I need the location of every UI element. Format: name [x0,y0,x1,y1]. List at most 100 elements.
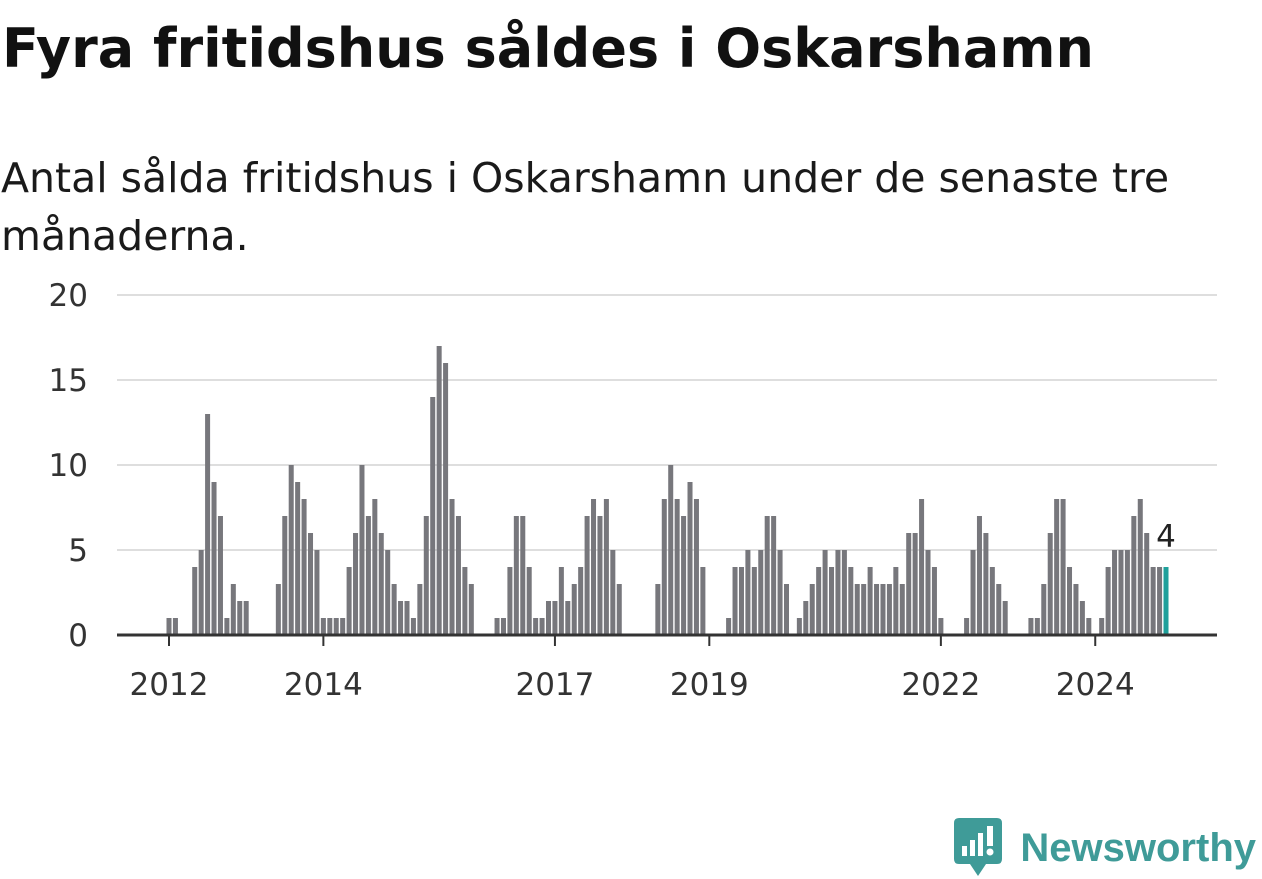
bar [919,499,925,635]
bar [436,346,442,635]
bar [295,482,301,635]
bar [777,550,783,635]
bar [211,482,217,635]
chart: 0 5 10 15 20 2012 2014 2017 2019 2022 2024 4 [49,278,1217,703]
bar [404,601,410,635]
highlight-value-label: 4 [1156,519,1176,555]
bar [1086,618,1092,635]
bar [224,618,230,635]
bar [1041,584,1047,635]
page-subtitle: Antal sålda fritidshus i Oskarshamn unde… [1,154,1170,260]
y-tick-label: 5 [68,533,88,569]
y-tick-label: 20 [49,278,88,314]
bar [726,618,732,635]
bar [1073,584,1079,635]
bar [938,618,944,635]
bar [970,550,976,635]
bar [906,533,912,635]
bar [822,550,828,635]
x-tick-label: 2019 [670,667,749,703]
bar [1118,550,1124,635]
bar [976,516,982,635]
bar [365,516,371,635]
bar [558,567,564,635]
bar [861,584,867,635]
bar [301,499,307,635]
bar [668,465,674,635]
bar [616,584,622,635]
bar [308,533,314,635]
bar [539,618,545,635]
bar [192,567,198,635]
bar [591,499,597,635]
bar [533,618,539,635]
bar [732,567,738,635]
bar [674,499,680,635]
x-tick-label: 2024 [1056,667,1135,703]
bar [899,584,905,635]
bar [867,567,873,635]
bar [603,499,609,635]
bar [410,618,416,635]
bar [700,567,706,635]
bar [964,618,970,635]
bar [243,601,249,635]
bar [1047,533,1053,635]
bar [507,567,513,635]
bar [681,516,687,635]
bar [880,584,886,635]
bar [282,516,288,635]
bar [385,550,391,635]
bar [346,567,352,635]
bar [610,550,616,635]
bar [526,567,532,635]
bar [931,567,937,635]
bar [205,414,211,635]
bar [809,584,815,635]
bar [1131,516,1137,635]
bar [1028,618,1034,635]
bar [584,516,590,635]
bar [333,618,339,635]
bar [655,584,661,635]
highlight-bar [1163,567,1169,635]
x-tick-label: 2014 [284,667,363,703]
bar [430,397,436,635]
bar [771,516,777,635]
bar [449,499,455,635]
bar [314,550,320,635]
bar [783,584,790,635]
bar [353,533,359,635]
bar [1099,618,1105,635]
bar [912,533,918,635]
bar [687,482,693,635]
bar [468,584,474,635]
bar [237,601,243,635]
bar [796,618,802,635]
bar [758,550,764,635]
x-tick-label: 2012 [130,667,209,703]
bar [1157,567,1163,635]
bar [1137,499,1143,635]
bar [745,550,751,635]
bar [661,499,667,635]
y-tick-label: 15 [49,363,88,399]
bar [816,567,822,635]
bar [513,516,519,635]
y-tick-label: 10 [49,448,88,484]
bar [494,618,500,635]
bar [1079,601,1085,635]
bar [751,567,757,635]
bar [565,601,571,635]
x-tick-label: 2017 [515,667,594,703]
bar [443,363,449,635]
bar [693,499,699,635]
bar [552,601,558,635]
bar [996,584,1002,635]
bar [455,516,461,635]
bar [462,567,468,635]
bar [198,550,204,635]
bar [886,584,892,635]
bar [829,567,835,635]
brand-logo: Newsworthy [954,818,1256,878]
